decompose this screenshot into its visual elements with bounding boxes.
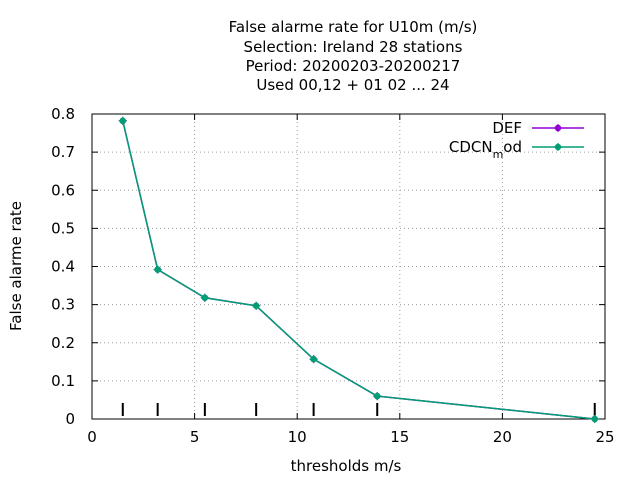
grid <box>92 114 605 419</box>
data-point <box>309 355 318 364</box>
axis-ticks <box>91 113 606 420</box>
title-line-2: Selection: Ireland 28 stations <box>244 38 463 56</box>
legend-label-def: DEF <box>492 119 522 137</box>
y-tick-label: 0.7 <box>51 143 75 161</box>
y-axis-label: False alarme rate <box>7 201 25 331</box>
title-line-4: Used 00,12 + 01 02 ... 24 <box>256 76 449 94</box>
title-line-1: False alarme rate for U10m (m/s) <box>229 18 478 36</box>
y-tick-label: 0.2 <box>51 334 75 352</box>
y-tick-label: 0.5 <box>51 219 75 237</box>
x-tick-label: 0 <box>87 428 97 446</box>
x-tick-label: 25 <box>595 428 614 446</box>
y-tick-label: 0.8 <box>51 105 75 123</box>
legend-label-cdcnmod-rest: od <box>503 138 522 156</box>
legend-label-cdcnmod-sub: m <box>493 148 504 161</box>
x-tick-label: 15 <box>390 428 409 446</box>
series-line-0 <box>122 120 595 420</box>
legend-label-cdcnmod: CDCNmod <box>449 138 522 161</box>
legend-point <box>554 143 562 151</box>
threshold-marks <box>121 403 596 416</box>
x-tick-label: 20 <box>493 428 512 446</box>
y-tick-label: 0.1 <box>51 372 75 390</box>
y-tick-labels: 0 0.1 0.2 0.3 0.4 0.5 0.6 0.7 0.8 <box>51 105 75 428</box>
title-line-3: Period: 20200203-20200217 <box>246 57 461 75</box>
x-axis-label: thresholds m/s <box>291 457 402 475</box>
x-tick-label: 5 <box>190 428 200 446</box>
series-line-1 <box>122 120 595 420</box>
y-tick-label: 0.6 <box>51 181 75 199</box>
y-tick-label: 0.3 <box>51 296 75 314</box>
data-point <box>590 415 599 423</box>
data-point <box>252 301 261 310</box>
data-point <box>153 265 162 274</box>
y-tick-label: 0.4 <box>51 258 75 276</box>
data-point <box>373 392 382 401</box>
chart-title: False alarme rate for U10m (m/s) Selecti… <box>229 18 478 94</box>
legend-marker-cdcnmod <box>554 143 562 151</box>
legend: DEF CDCNmod <box>449 119 584 161</box>
data-point <box>118 116 127 125</box>
y-tick-label: 0 <box>65 410 75 428</box>
data-point <box>200 293 209 302</box>
x-tick-label: 10 <box>288 428 307 446</box>
legend-label-cdcnmod-main: CDCN <box>449 138 493 156</box>
legend-marker-def <box>554 124 562 132</box>
series-layer <box>118 116 599 423</box>
x-tick-labels: 0 5 10 15 20 25 <box>87 428 614 446</box>
legend-point <box>554 124 562 132</box>
